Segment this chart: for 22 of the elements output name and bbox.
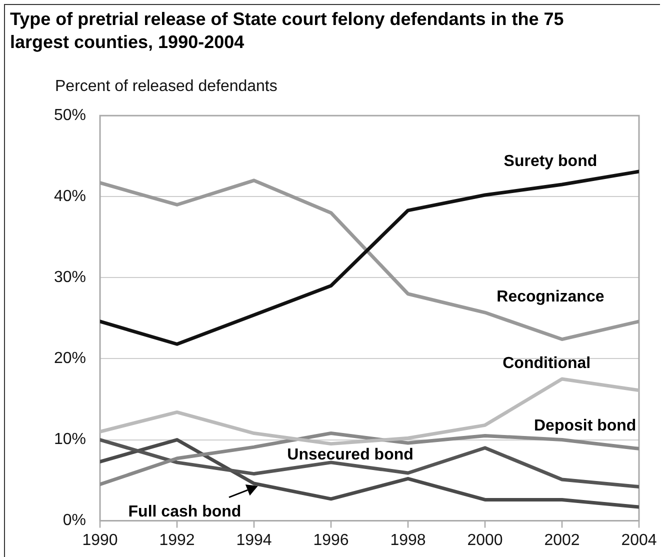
y-tick-label: 20% xyxy=(54,350,86,368)
series-label: Full cash bond xyxy=(128,503,242,520)
x-tick-label: 2004 xyxy=(621,532,657,549)
y-axis-title: Percent of released defendants xyxy=(55,78,278,96)
y-tick-label: 50% xyxy=(54,107,86,124)
y-tick-label: 30% xyxy=(54,269,86,286)
y-tick-label: 10% xyxy=(54,431,86,448)
y-tick-label: 40% xyxy=(54,188,86,206)
x-tick-label: 2000 xyxy=(467,532,503,549)
x-tick-label: 1994 xyxy=(236,532,272,549)
series-label: Surety bond xyxy=(504,153,598,170)
x-tick-label: 1996 xyxy=(313,532,349,549)
series-label: Unsecured bond xyxy=(287,446,414,464)
series-label: Conditional xyxy=(502,354,591,372)
y-tick-label: 0% xyxy=(62,512,86,530)
x-tick-label: 1990 xyxy=(82,532,118,549)
chart-title: Type of pretrial release of State court felony defendants in the 75 largest counties, 1990-2004 xyxy=(10,8,565,54)
series-label: Recognizance xyxy=(496,288,604,306)
series-label: Deposit bond xyxy=(534,417,636,434)
x-tick-label: 1992 xyxy=(159,532,195,549)
x-tick-label: 2002 xyxy=(544,532,580,549)
x-tick-label: 1998 xyxy=(390,532,426,549)
